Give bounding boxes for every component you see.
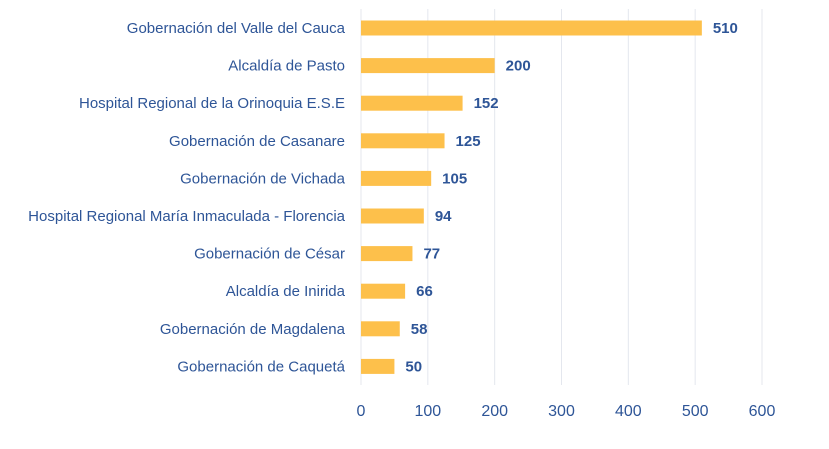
value-labels: 510 200 152 125 105 94 77 66 58 50 bbox=[405, 20, 737, 375]
category-label: Gobernación de Casanare bbox=[169, 133, 345, 150]
category-label: Alcaldía de Pasto bbox=[228, 58, 345, 75]
bar bbox=[361, 208, 424, 224]
x-tick-label: 500 bbox=[682, 403, 709, 420]
bar bbox=[361, 170, 432, 186]
x-tick-label: 600 bbox=[749, 403, 776, 420]
category-label: Hospital Regional María Inmaculada - Flo… bbox=[28, 208, 345, 225]
value-label: 105 bbox=[442, 170, 467, 187]
bar bbox=[361, 133, 445, 149]
value-label: 125 bbox=[456, 133, 481, 150]
bar bbox=[361, 283, 406, 299]
category-label: Gobernación de César bbox=[194, 246, 345, 263]
category-label: Hospital Regional de la Orinoquia E.S.E bbox=[79, 95, 345, 112]
x-tick-label: 100 bbox=[414, 403, 441, 420]
category-label: Gobernación de Magdalena bbox=[160, 321, 346, 338]
x-axis-ticks: 0 100 200 300 400 500 600 bbox=[357, 403, 776, 420]
bar bbox=[361, 20, 702, 36]
bar bbox=[361, 321, 400, 337]
bar bbox=[361, 95, 463, 111]
value-label: 152 bbox=[474, 95, 499, 112]
category-labels: Gobernación del Valle del Cauca Alcaldía … bbox=[28, 20, 345, 375]
x-tick-label: 300 bbox=[548, 403, 575, 420]
x-tick-label: 0 bbox=[357, 403, 366, 420]
category-label: Alcaldía de Inirida bbox=[226, 283, 346, 300]
category-label: Gobernación de Caquetá bbox=[177, 358, 345, 375]
category-label: Gobernación del Valle del Cauca bbox=[127, 20, 346, 37]
value-label: 66 bbox=[416, 283, 433, 300]
bars bbox=[361, 20, 702, 374]
value-label: 510 bbox=[713, 20, 738, 37]
bar bbox=[361, 246, 413, 262]
bar bbox=[361, 358, 395, 374]
category-label: Gobernación de Vichada bbox=[180, 170, 346, 187]
x-tick-label: 400 bbox=[615, 403, 642, 420]
value-label: 200 bbox=[506, 58, 531, 75]
x-tick-label: 200 bbox=[481, 403, 508, 420]
value-label: 58 bbox=[411, 321, 428, 338]
value-label: 94 bbox=[435, 208, 452, 225]
value-label: 50 bbox=[405, 358, 422, 375]
bar bbox=[361, 58, 495, 74]
value-label: 77 bbox=[423, 246, 440, 263]
